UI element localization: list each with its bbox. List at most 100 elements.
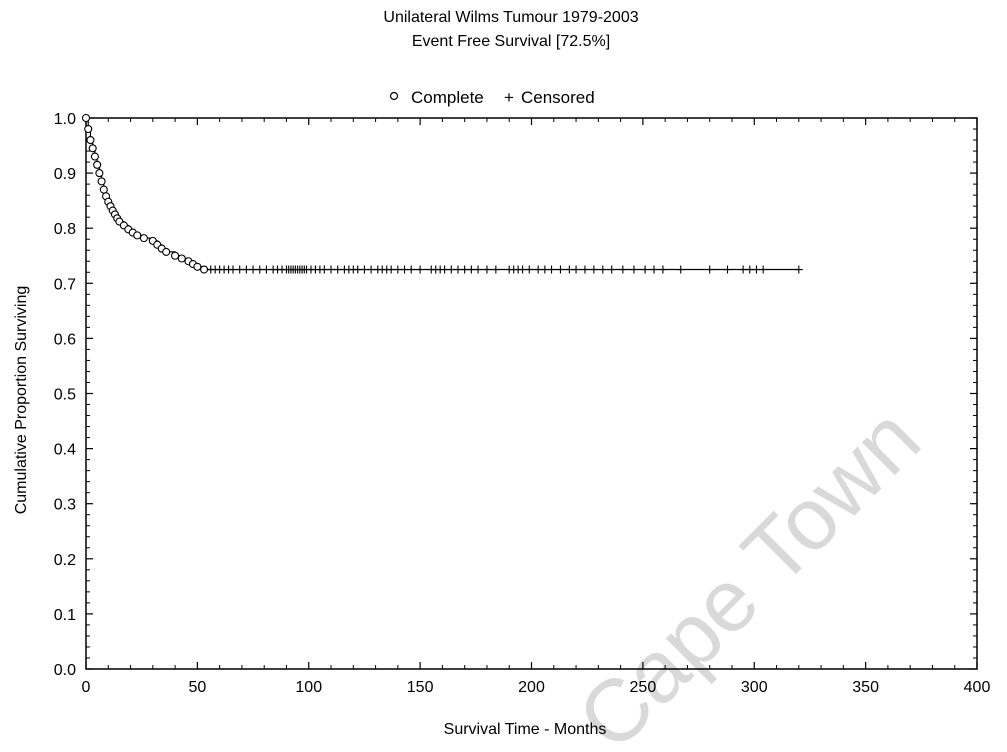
censored-point — [447, 265, 456, 274]
censored-point — [491, 265, 500, 274]
censored-point — [262, 265, 271, 274]
legend-complete-label: Complete — [411, 88, 484, 107]
legend: Complete + Censored — [389, 88, 595, 107]
censored-point — [353, 265, 362, 274]
complete-point — [133, 231, 142, 240]
complete-point — [99, 185, 108, 194]
censored-point — [416, 265, 425, 274]
censored-point — [407, 265, 416, 274]
censored-point — [556, 265, 565, 274]
censored-point — [676, 265, 685, 274]
censored-point — [580, 265, 589, 274]
censored-point — [249, 265, 258, 274]
complete-point — [90, 152, 99, 161]
y-tick-label: 0.3 — [54, 497, 76, 514]
x-tick-label: 250 — [630, 679, 657, 696]
censored-point — [540, 265, 549, 274]
y-tick-label: 1.0 — [54, 111, 76, 128]
censored-point — [360, 265, 369, 274]
censored-point — [327, 265, 336, 274]
censored-point — [367, 265, 376, 274]
censored-point — [739, 265, 748, 274]
complete-point — [97, 177, 106, 186]
censored-point — [525, 265, 534, 274]
censored-point — [607, 265, 616, 274]
censored-point — [474, 265, 483, 274]
y-tick-label: 0.8 — [54, 221, 76, 238]
censored-point — [650, 265, 659, 274]
y-tick-label: 0.2 — [54, 552, 76, 569]
censored-point — [518, 265, 527, 274]
x-tick-label: 0 — [82, 679, 91, 696]
censored-point — [598, 265, 607, 274]
censored-point — [229, 265, 238, 274]
y-tick-label: 0.6 — [54, 331, 76, 348]
y-tick-label: 0.1 — [54, 607, 76, 624]
complete-point — [84, 124, 93, 134]
censored-point — [242, 265, 251, 274]
y-tick-label: 0.0 — [54, 662, 76, 679]
censored-point — [658, 265, 667, 274]
x-tick-labels: 0 50 100 150 200 250 300 350 400 — [82, 679, 991, 696]
censored-point — [547, 265, 556, 274]
legend-complete-marker — [389, 91, 399, 101]
survival-curve — [86, 117, 799, 271]
y-tick-labels: 0.0 0.1 0.2 0.3 0.4 0.5 0.6 0.7 0.8 0.9 1.0 — [54, 111, 76, 679]
censored-point — [320, 265, 329, 274]
chart-subtitle: Event Free Survival [72.5%] — [412, 33, 610, 50]
x-tick-label: 100 — [295, 679, 322, 696]
censored-point — [467, 265, 476, 274]
plot-frame — [85, 117, 978, 670]
censored-point — [705, 265, 714, 274]
censored-point — [440, 265, 449, 274]
y-tick-label: 0.9 — [54, 166, 76, 183]
x-tick-label: 50 — [188, 679, 206, 696]
x-tick-label: 300 — [741, 679, 768, 696]
censored-point — [752, 265, 761, 274]
complete-point — [171, 251, 180, 260]
complete-point — [86, 135, 95, 145]
censored-point — [641, 265, 650, 274]
censored-point — [589, 265, 598, 274]
x-tick-label: 200 — [518, 679, 545, 696]
censored-point — [723, 265, 732, 274]
complete-point — [162, 247, 171, 256]
complete-point — [93, 160, 102, 169]
censored-point — [572, 265, 581, 274]
censored-point — [618, 265, 627, 274]
complete-point — [88, 144, 97, 153]
complete-point — [193, 262, 202, 271]
censored-point — [629, 265, 638, 274]
legend-censored-label: Censored — [521, 88, 595, 107]
censored-point — [393, 265, 402, 274]
censored-point — [534, 265, 543, 274]
y-tick-label: 0.7 — [54, 276, 76, 293]
censored-point — [565, 265, 574, 274]
censored-point — [794, 265, 803, 274]
censored-point — [745, 265, 754, 274]
y-axis-label: Cumulative Proportion Surviving — [13, 286, 30, 515]
censored-point — [255, 265, 264, 274]
censored-point — [400, 265, 409, 274]
chart-title: Unilateral Wilms Tumour 1979-2003 — [383, 9, 638, 26]
censored-point — [460, 265, 469, 274]
y-tick-label: 0.5 — [54, 387, 76, 404]
series-layer — [81, 113, 803, 274]
complete-point — [200, 265, 209, 274]
censored-point — [387, 265, 396, 274]
y-tick-label: 0.4 — [54, 442, 76, 459]
censored-point — [235, 265, 244, 274]
censored-point — [333, 265, 342, 274]
x-tick-label: 350 — [852, 679, 879, 696]
x-tick-label: 400 — [964, 679, 991, 696]
axis-ticks — [85, 117, 978, 670]
legend-censored-marker: + — [504, 88, 514, 107]
complete-point — [95, 169, 104, 178]
censored-point — [453, 265, 462, 274]
x-tick-label: 150 — [407, 679, 434, 696]
complete-point — [81, 113, 91, 123]
x-axis-label: Survival Time - Months — [444, 721, 607, 738]
complete-point — [177, 254, 186, 263]
